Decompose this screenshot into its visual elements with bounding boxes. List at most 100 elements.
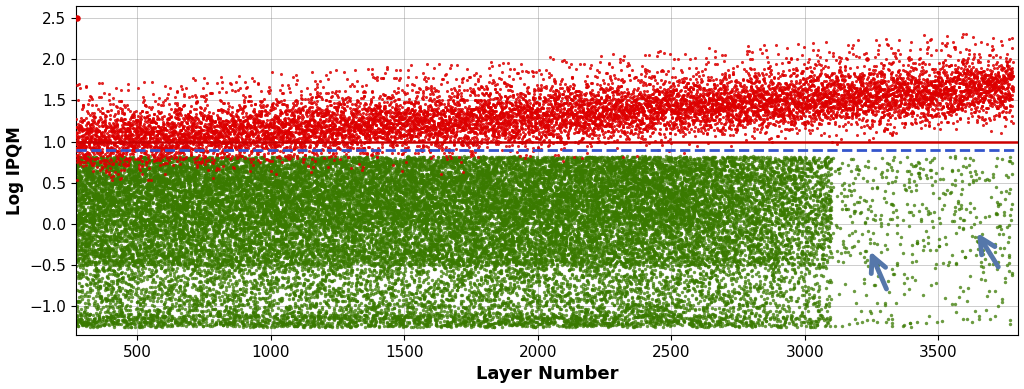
Point (633, 118, 649, 124)
Point (672, 188, 688, 194)
Point (386, 134, 402, 140)
Point (529, 299, 546, 305)
Point (343, 134, 359, 140)
Point (662, 317, 678, 324)
Point (382, 163, 398, 169)
Point (659, 166, 676, 172)
Point (525, 109, 542, 115)
Point (762, 265, 778, 271)
Point (697, 175, 714, 181)
Point (756, 273, 772, 279)
Point (516, 220, 532, 226)
Point (267, 207, 284, 213)
Point (756, 316, 772, 322)
Point (240, 208, 256, 214)
Point (299, 85, 315, 91)
Point (552, 254, 568, 260)
Point (489, 301, 506, 308)
Point (224, 126, 241, 132)
Point (647, 184, 664, 190)
Point (736, 209, 753, 216)
Point (126, 213, 142, 219)
Point (130, 312, 146, 318)
Point (711, 223, 727, 229)
Point (222, 180, 239, 187)
Point (252, 167, 268, 173)
Point (551, 200, 567, 206)
Point (301, 314, 317, 321)
Point (332, 316, 348, 322)
Point (161, 185, 177, 191)
Point (618, 235, 635, 241)
Point (557, 167, 573, 173)
Point (243, 161, 259, 167)
Point (87, 136, 103, 142)
Point (502, 87, 518, 93)
Point (581, 188, 597, 194)
Point (539, 170, 555, 176)
Point (583, 313, 599, 319)
Point (382, 95, 398, 101)
Point (397, 166, 414, 172)
Point (117, 259, 133, 265)
Point (355, 190, 372, 196)
Point (758, 300, 774, 307)
Point (440, 116, 457, 122)
Point (420, 319, 436, 326)
Point (99, 193, 116, 199)
Point (860, 107, 877, 114)
Point (441, 312, 458, 318)
Point (311, 184, 328, 191)
Point (348, 178, 365, 184)
Point (553, 312, 569, 319)
Point (293, 165, 309, 172)
Point (454, 249, 470, 256)
Point (462, 128, 478, 135)
Point (204, 319, 220, 325)
Point (201, 247, 217, 253)
Point (148, 214, 165, 221)
Point (616, 156, 633, 163)
Point (384, 271, 400, 277)
Point (472, 237, 488, 243)
Point (722, 184, 738, 190)
Point (904, 103, 921, 110)
Point (253, 185, 269, 191)
Point (679, 262, 695, 268)
Point (339, 140, 355, 146)
Point (979, 89, 995, 95)
Point (195, 228, 211, 234)
Point (350, 158, 367, 165)
Point (633, 281, 649, 287)
Point (717, 72, 733, 78)
Point (640, 204, 656, 210)
Point (467, 129, 483, 135)
Point (73, 245, 89, 251)
Point (807, 100, 823, 106)
Point (426, 305, 442, 311)
Point (482, 268, 499, 274)
Point (375, 172, 391, 179)
Point (617, 239, 634, 245)
Point (530, 278, 547, 284)
Point (461, 306, 477, 312)
Point (884, 132, 900, 138)
Point (429, 158, 445, 164)
Point (474, 172, 490, 179)
Point (473, 115, 489, 121)
Point (139, 226, 156, 232)
Point (145, 307, 162, 313)
Point (260, 163, 276, 169)
Point (982, 102, 998, 108)
Point (224, 180, 241, 186)
Point (904, 86, 921, 93)
Point (142, 227, 159, 233)
Point (435, 107, 452, 113)
Point (488, 95, 505, 101)
Point (210, 313, 226, 319)
Point (725, 321, 741, 328)
Point (734, 169, 751, 175)
Point (589, 100, 605, 106)
Point (634, 168, 650, 175)
Point (597, 258, 613, 264)
